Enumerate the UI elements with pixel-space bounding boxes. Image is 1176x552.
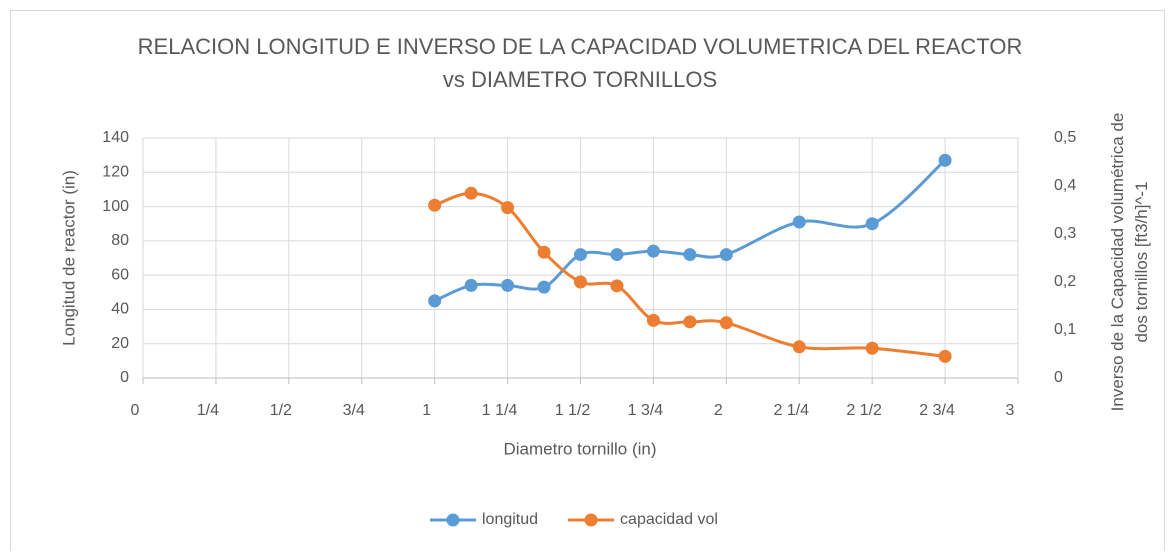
y-tick-label: 80 xyxy=(111,232,129,249)
legend-marker xyxy=(446,513,460,527)
point xyxy=(792,215,806,229)
y-tick-label: 120 xyxy=(102,164,129,181)
y2-axis-title: Inverso de la Capacidad volumétrica de d… xyxy=(1108,112,1151,412)
point xyxy=(792,340,806,354)
point xyxy=(865,217,879,231)
y-tick-label: 20 xyxy=(111,335,129,352)
point xyxy=(646,244,660,258)
point xyxy=(501,201,515,215)
x-tick-label: 1/4 xyxy=(197,402,219,419)
legend-marker xyxy=(584,513,598,527)
y2-tick-label: 0,3 xyxy=(1054,225,1076,242)
point xyxy=(574,275,587,289)
x-tick-label: 2 xyxy=(714,402,723,419)
point xyxy=(719,316,733,330)
x-tick-label: 0 xyxy=(131,402,140,419)
point xyxy=(537,280,551,294)
y-tick-label: 60 xyxy=(111,266,129,283)
x-tick-label: 1 xyxy=(422,402,431,419)
point xyxy=(938,349,952,363)
series-line xyxy=(434,159,947,303)
x-tick-label: 2 1/4 xyxy=(773,402,809,419)
y2-tick-label: 0,1 xyxy=(1054,321,1076,338)
y2-tick-label: 0 xyxy=(1054,369,1063,386)
point xyxy=(537,245,551,259)
point xyxy=(501,278,515,292)
point xyxy=(646,313,660,327)
y2-tick-label: 0,2 xyxy=(1054,273,1076,290)
point xyxy=(574,248,587,262)
point xyxy=(865,341,879,355)
point xyxy=(938,153,952,167)
chart-frame xyxy=(10,10,1165,551)
y-tick-label: 40 xyxy=(111,301,129,318)
point xyxy=(464,278,478,292)
point xyxy=(683,248,697,262)
y2-tick-label: 0,4 xyxy=(1054,177,1076,194)
y-tick-label: 140 xyxy=(102,129,129,146)
point xyxy=(683,315,697,329)
point xyxy=(464,186,478,200)
x-tick-label: 3 xyxy=(1006,402,1015,419)
x-tick-label: 3/4 xyxy=(343,402,365,419)
point xyxy=(610,279,624,293)
y-tick-label: 0 xyxy=(120,369,129,386)
chart-title: RELACION LONGITUD E INVERSO DE LA CAPACI… xyxy=(137,34,1023,92)
legend-label: longitud xyxy=(482,511,538,528)
x-tick-label: 1 3/4 xyxy=(628,402,664,419)
x-tick-label: 1/2 xyxy=(270,402,292,419)
x-axis-title: Diametro tornillo (in) xyxy=(503,439,656,458)
point xyxy=(719,248,733,262)
legend-label: capacidad vol xyxy=(620,511,718,528)
x-tick-label: 2 3/4 xyxy=(919,402,955,419)
point xyxy=(610,248,624,262)
x-tick-label: 2 1/2 xyxy=(846,402,882,419)
x-tick-label: 1 1/2 xyxy=(555,402,591,419)
y-axis-title: Longitud de reactor (in) xyxy=(59,170,78,346)
y2-tick-label: 0,5 xyxy=(1054,129,1076,146)
point xyxy=(428,198,442,212)
y-tick-label: 100 xyxy=(102,198,129,215)
point xyxy=(428,294,442,308)
x-tick-label: 1 1/4 xyxy=(482,402,518,419)
